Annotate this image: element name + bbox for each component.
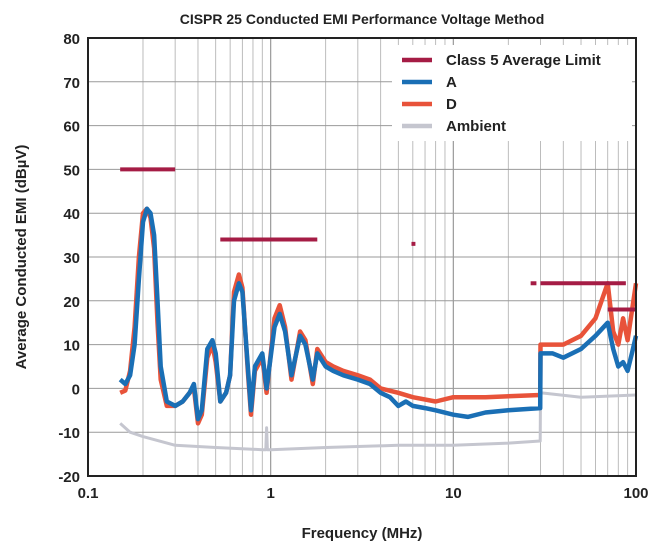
- plot-frame: [87, 37, 637, 477]
- x-tick-label: 0.1: [78, 485, 99, 502]
- chart-title: CISPR 25 Conducted EMI Performance Volta…: [180, 11, 545, 27]
- y-tick-label: 30: [63, 250, 80, 267]
- axes: -20 -10 0 10 20 30 40 50 60 70 80 0.1 1 10 100: [58, 31, 648, 502]
- legend: Class 5 Average Limit AD Ambient: [392, 45, 632, 141]
- y-tick-label: 50: [63, 162, 80, 179]
- legend-label: A: [446, 74, 457, 91]
- series-line-a: [118, 206, 639, 422]
- y-tick-label: 0: [72, 381, 80, 398]
- legend-label: Class 5 Average Limit: [446, 52, 601, 69]
- y-tick-label: -20: [58, 469, 80, 486]
- x-tick-label: 1: [266, 485, 274, 502]
- y-tick-label: 80: [63, 31, 80, 48]
- x-axis-label: Frequency (MHz): [302, 525, 423, 542]
- y-tick-label: 40: [63, 206, 80, 223]
- grid: [88, 37, 636, 477]
- y-tick-label: 70: [63, 75, 80, 92]
- y-tick-label: 10: [63, 338, 80, 355]
- series-lines: [118, 167, 639, 452]
- y-axis-label: Average Conducted EMI (dBµV): [13, 145, 30, 370]
- x-tick-label: 10: [445, 485, 462, 502]
- series-line-ambient: [119, 391, 637, 452]
- y-tick-label: -10: [58, 425, 80, 442]
- legend-label: Ambient: [446, 118, 506, 135]
- legend-label: D: [446, 96, 457, 113]
- x-tick-label: 100: [623, 485, 648, 502]
- y-tick-label: 20: [63, 294, 80, 311]
- y-tick-label: 60: [63, 119, 80, 136]
